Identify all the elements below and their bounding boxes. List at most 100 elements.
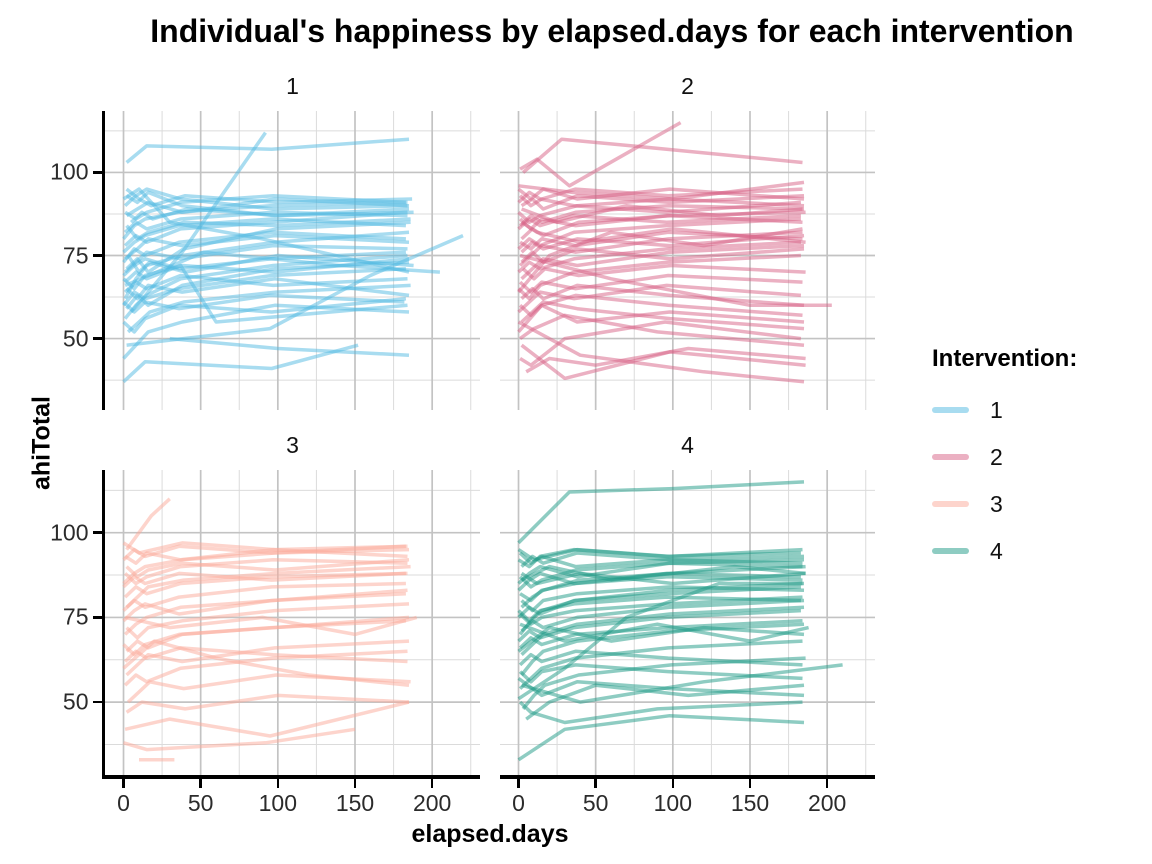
x-tick-mark (748, 778, 752, 788)
trajectory-line (122, 187, 410, 274)
trajectory-line (123, 263, 408, 324)
trajectory-line (125, 187, 413, 208)
trajectory-line (130, 207, 414, 224)
legend-key-line (932, 407, 969, 413)
trajectory-line (124, 700, 410, 738)
trajectory-line (518, 561, 803, 589)
x-tick-mark (276, 778, 280, 788)
facet-panel-4 (500, 470, 875, 775)
x-tick-label: 150 (730, 790, 770, 816)
trajectory-line (517, 547, 803, 562)
x-tick-mark (671, 778, 675, 788)
trajectory-line (517, 480, 805, 545)
x-tick-label: 200 (412, 790, 452, 816)
x-tick-label: 200 (807, 790, 847, 816)
trajectory-line (517, 625, 805, 653)
trajectory-line (518, 619, 803, 650)
trajectory-line (517, 303, 805, 334)
trajectory-line (122, 217, 406, 254)
trajectory-line (517, 227, 803, 294)
trajectory-line (122, 639, 410, 687)
trajectory-line (122, 293, 405, 314)
x-tick-mark (825, 778, 829, 788)
trajectory-line (517, 713, 805, 762)
y-axis-line (101, 470, 105, 779)
legend-item-label: 2 (990, 443, 1003, 470)
legend-item-label: 3 (990, 490, 1003, 517)
trajectory-line (125, 137, 410, 164)
trajectory-line (518, 595, 803, 626)
trajectory-line (122, 343, 359, 384)
trajectory-line (525, 346, 806, 374)
facet-strip-label-4: 4 (681, 432, 694, 458)
trajectory-line (517, 283, 802, 314)
legend-item-label: 1 (990, 396, 1003, 423)
legend-item-1: 1 (932, 397, 1147, 423)
trajectory-line (122, 303, 410, 360)
chart-title: Individual's happiness by elapsed.days f… (150, 13, 1074, 49)
facet-panel-1 (105, 111, 480, 410)
legend-key-line (932, 501, 969, 507)
y-axis-line (101, 111, 105, 410)
trajectory-line (125, 602, 410, 640)
trajectory-line (517, 608, 801, 643)
trajectory-line (123, 187, 408, 211)
facet-panel-2 (500, 111, 875, 410)
trajectory-line (122, 267, 406, 307)
trajectory-line (122, 581, 406, 612)
y-tick-label: 50 (62, 688, 89, 715)
trajectory-line (122, 571, 406, 589)
x-tick-mark (353, 778, 357, 788)
y-tick-mark (92, 254, 102, 257)
trajectory-line (122, 250, 406, 277)
y-tick-mark (92, 337, 102, 340)
y-tick-mark (92, 700, 102, 704)
x-tick-label: 100 (258, 790, 298, 816)
y-tick-label: 100 (50, 519, 89, 546)
x-tick-label: 150 (335, 790, 375, 816)
trajectory-line (124, 233, 410, 261)
trajectory-line (520, 564, 806, 582)
trajectory-line (122, 541, 408, 555)
facet-strip-label-1: 1 (286, 73, 299, 99)
trajectory-line (125, 260, 410, 310)
trajectory-line (126, 673, 411, 704)
x-tick-label: 0 (512, 790, 525, 816)
x-axis-line (101, 775, 480, 779)
y-tick-label: 100 (50, 158, 89, 185)
trajectory-line (520, 585, 805, 613)
x-tick-mark (517, 778, 520, 788)
trajectory-line (123, 646, 408, 664)
trajectory-line (520, 203, 805, 225)
trajectory-line (126, 233, 464, 347)
legend-item-2: 2 (932, 444, 1147, 470)
trajectory-line (123, 210, 408, 234)
trajectory-line (123, 571, 408, 599)
y-tick-label: 75 (62, 242, 89, 269)
trajectory-line (169, 336, 410, 357)
trajectory-line (520, 220, 806, 244)
facet-panel-3 (105, 470, 480, 775)
legend-key-line (932, 454, 969, 460)
legend-items: 1 2 3 4 (932, 397, 1147, 564)
trajectory-line (126, 283, 411, 334)
trajectory-line (123, 727, 356, 752)
legend-item-label: 4 (990, 537, 1003, 564)
x-tick-label: 0 (117, 790, 130, 816)
trajectory-line (518, 649, 803, 667)
x-tick-mark (594, 778, 597, 788)
y-tick-label: 75 (62, 603, 89, 630)
y-tick-mark (92, 531, 102, 534)
trajectory-line (129, 131, 267, 314)
trajectory-line (125, 558, 410, 579)
trajectory-line (519, 575, 803, 603)
y-axis-title: ahiTotal (27, 396, 56, 490)
trajectory-line (525, 683, 805, 721)
trajectory-line (521, 137, 803, 174)
y-tick-mark (92, 616, 102, 619)
legend-key-line (932, 548, 969, 554)
x-axis-title: elapsed.days (411, 820, 569, 848)
x-tick-mark (122, 778, 125, 788)
trajectory-line (519, 320, 802, 367)
